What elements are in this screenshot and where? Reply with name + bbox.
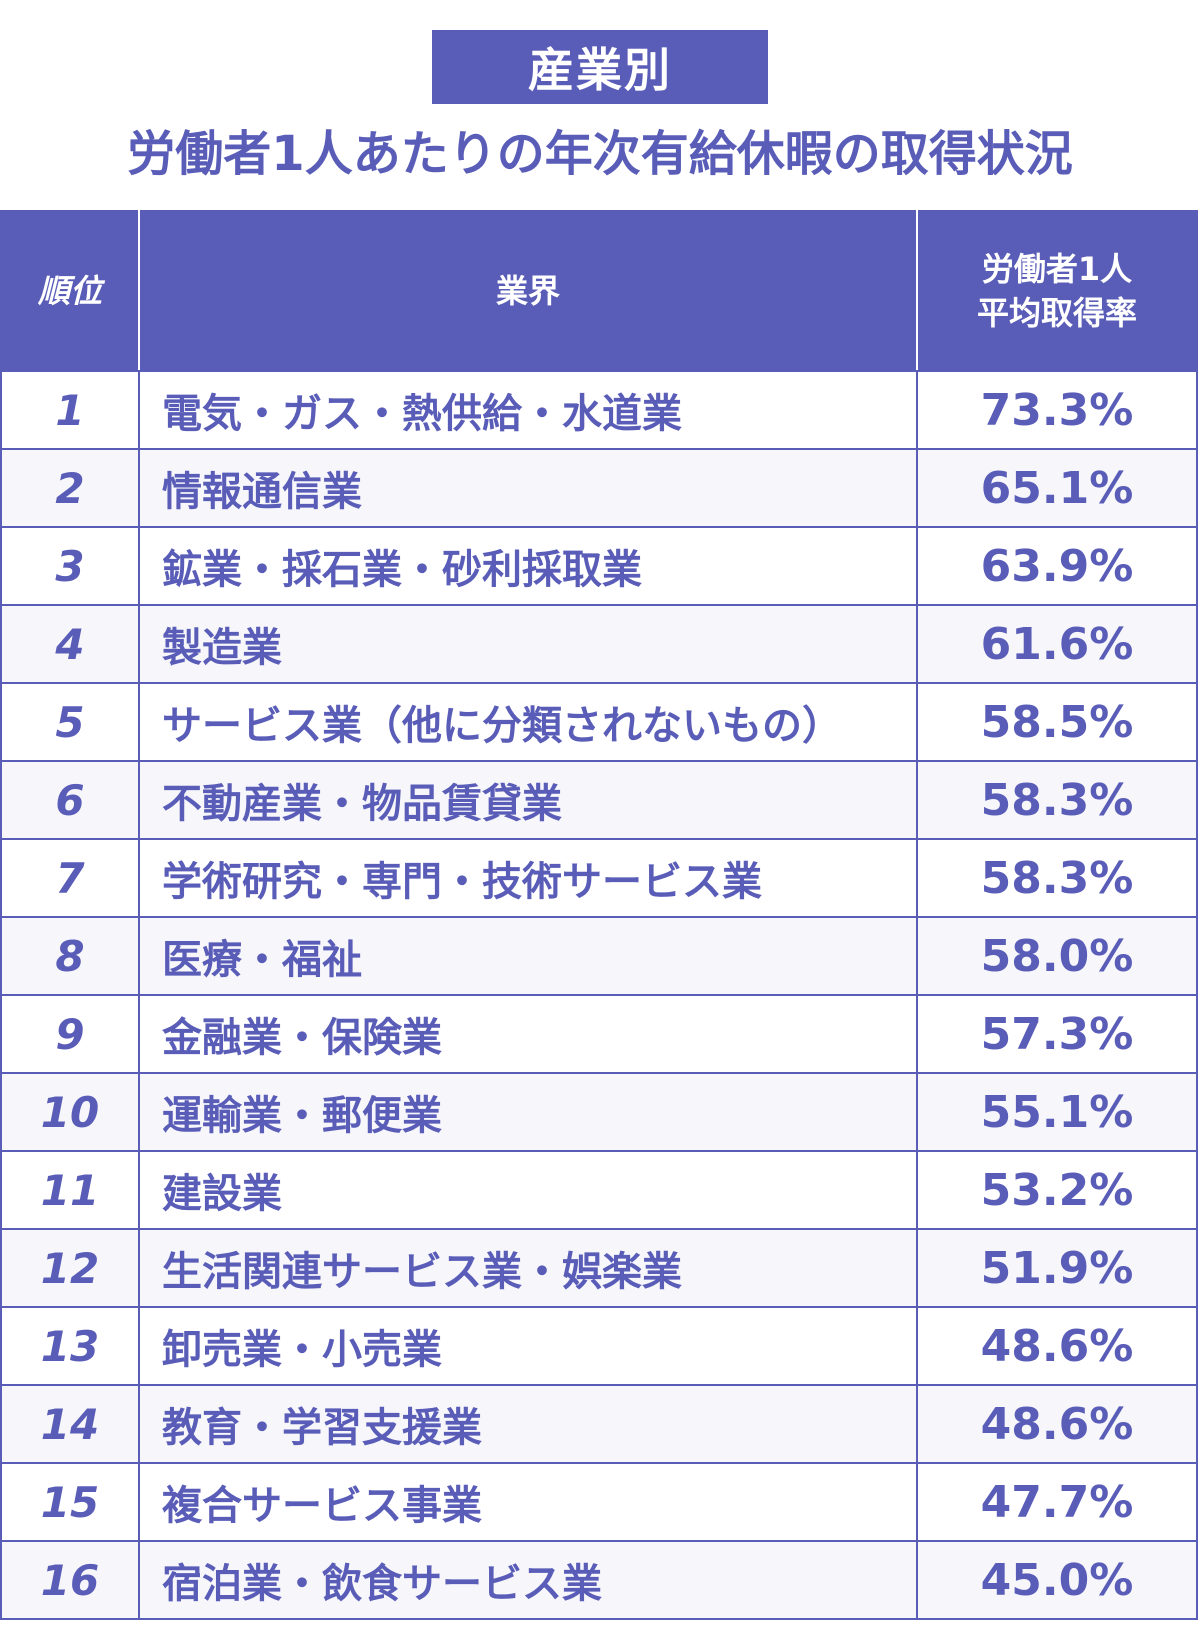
rate-cell: 51.9%	[916, 1228, 1198, 1308]
rate-cell: 58.5%	[916, 682, 1198, 762]
rank-cell: 10	[0, 1072, 140, 1152]
table-row: 13 卸売業・小売業 48.6%	[0, 1306, 1198, 1386]
industry-cell: 不動産業・物品賃貸業	[138, 760, 918, 840]
column-header-rate: 労働者1人 平均取得率	[916, 210, 1198, 372]
table-row: 8 医療・福祉 58.0%	[0, 916, 1198, 996]
rank-cell: 8	[0, 916, 140, 996]
rate-cell: 58.3%	[916, 838, 1198, 918]
industry-cell: 鉱業・採石業・砂利採取業	[138, 526, 918, 606]
category-badge-label: 産業別	[528, 43, 672, 97]
table-row: 5 サービス業（他に分類されないもの） 58.5%	[0, 682, 1198, 762]
column-header-rate-line2: 平均取得率	[976, 294, 1137, 332]
table-row: 14 教育・学習支援業 48.6%	[0, 1384, 1198, 1464]
rank-cell: 6	[0, 760, 140, 840]
ranking-table: 順位 業界 労働者1人 平均取得率 1 電気・ガス・熱供給・水道業 73.3% 2 情報…	[0, 210, 1198, 1620]
table-row: 3 鉱業・採石業・砂利採取業 63.9%	[0, 526, 1198, 606]
rank-cell: 12	[0, 1228, 140, 1308]
table-row: 1 電気・ガス・熱供給・水道業 73.3%	[0, 370, 1198, 450]
industry-cell: 金融業・保険業	[138, 994, 918, 1074]
category-badge: 産業別	[432, 30, 768, 104]
industry-cell: 複合サービス事業	[138, 1462, 918, 1542]
table-row: 16 宿泊業・飲食サービス業 45.0%	[0, 1540, 1198, 1620]
rank-cell: 14	[0, 1384, 140, 1464]
industry-cell: 生活関連サービス業・娯楽業	[138, 1228, 918, 1308]
industry-cell: 建設業	[138, 1150, 918, 1230]
rate-cell: 55.1%	[916, 1072, 1198, 1152]
table-row: 6 不動産業・物品賃貸業 58.3%	[0, 760, 1198, 840]
rank-cell: 11	[0, 1150, 140, 1230]
rank-cell: 3	[0, 526, 140, 606]
rank-cell: 4	[0, 604, 140, 684]
rank-cell: 1	[0, 370, 140, 450]
rate-cell: 73.3%	[916, 370, 1198, 450]
table-row: 2 情報通信業 65.1%	[0, 448, 1198, 528]
industry-cell: 教育・学習支援業	[138, 1384, 918, 1464]
column-header-rate-line1: 労働者1人	[981, 250, 1133, 288]
rate-cell: 58.0%	[916, 916, 1198, 996]
rank-cell: 16	[0, 1540, 140, 1620]
rank-cell: 2	[0, 448, 140, 528]
rank-cell: 9	[0, 994, 140, 1074]
column-header-industry: 業界	[138, 210, 918, 372]
rate-cell: 48.6%	[916, 1306, 1198, 1386]
table-row: 12 生活関連サービス業・娯楽業 51.9%	[0, 1228, 1198, 1308]
rate-cell: 48.6%	[916, 1384, 1198, 1464]
table-row: 7 学術研究・専門・技術サービス業 58.3%	[0, 838, 1198, 918]
industry-cell: サービス業（他に分類されないもの）	[138, 682, 918, 762]
page-title: 労働者1人あたりの年次有給休暇の取得状況	[127, 126, 1073, 182]
table-header-row: 順位 業界 労働者1人 平均取得率	[0, 210, 1198, 372]
rate-cell: 45.0%	[916, 1540, 1198, 1620]
table-row: 11 建設業 53.2%	[0, 1150, 1198, 1230]
industry-cell: 医療・福祉	[138, 916, 918, 996]
industry-cell: 卸売業・小売業	[138, 1306, 918, 1386]
rate-cell: 57.3%	[916, 994, 1198, 1074]
rank-cell: 13	[0, 1306, 140, 1386]
industry-cell: 電気・ガス・熱供給・水道業	[138, 370, 918, 450]
industry-cell: 運輸業・郵便業	[138, 1072, 918, 1152]
table-row: 10 運輸業・郵便業 55.1%	[0, 1072, 1198, 1152]
rate-cell: 47.7%	[916, 1462, 1198, 1542]
table-row: 15 複合サービス事業 47.7%	[0, 1462, 1198, 1542]
industry-cell: 製造業	[138, 604, 918, 684]
rate-cell: 53.2%	[916, 1150, 1198, 1230]
rank-cell: 5	[0, 682, 140, 762]
industry-cell: 学術研究・専門・技術サービス業	[138, 838, 918, 918]
rate-cell: 65.1%	[916, 448, 1198, 528]
table-row: 4 製造業 61.6%	[0, 604, 1198, 684]
rate-cell: 61.6%	[916, 604, 1198, 684]
rank-cell: 7	[0, 838, 140, 918]
rank-cell: 15	[0, 1462, 140, 1542]
rate-cell: 63.9%	[916, 526, 1198, 606]
column-header-rank: 順位	[0, 210, 140, 372]
industry-cell: 宿泊業・飲食サービス業	[138, 1540, 918, 1620]
industry-cell: 情報通信業	[138, 448, 918, 528]
rate-cell: 58.3%	[916, 760, 1198, 840]
table-row: 9 金融業・保険業 57.3%	[0, 994, 1198, 1074]
